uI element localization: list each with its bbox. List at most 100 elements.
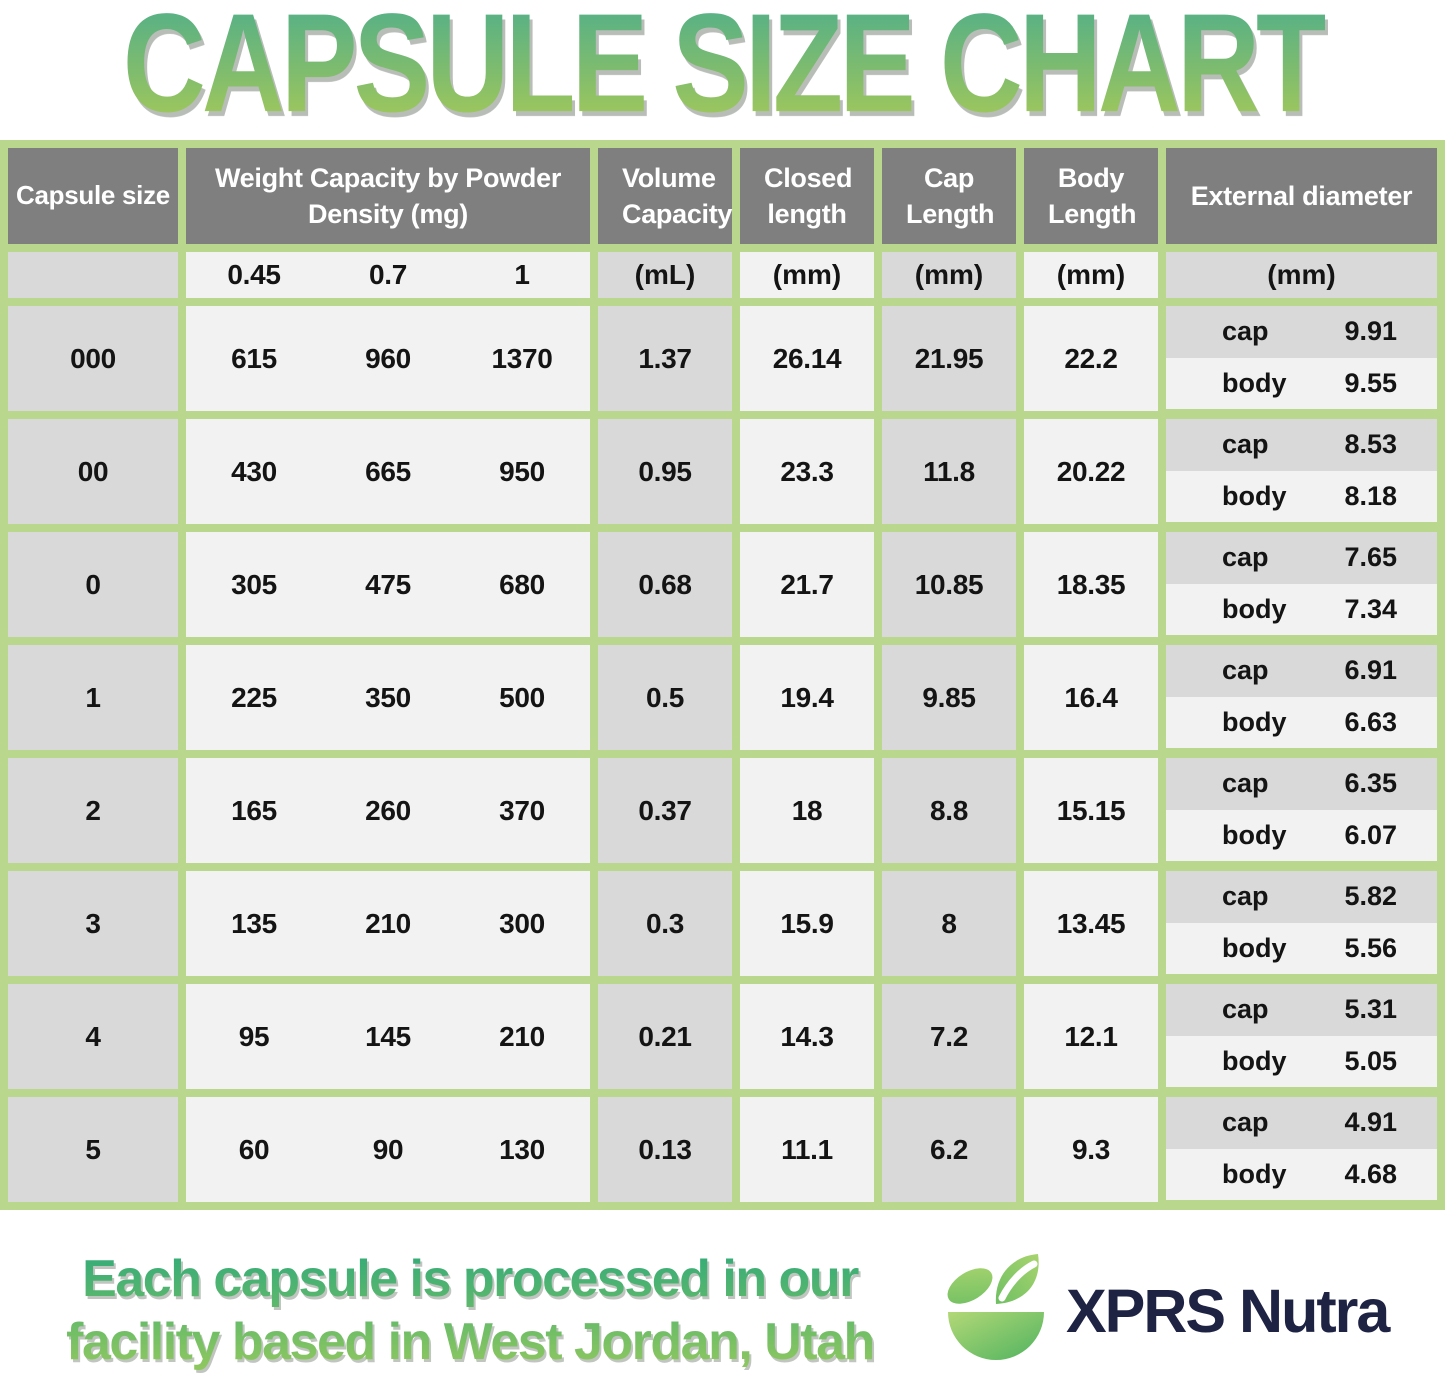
units-cap: (mm) bbox=[882, 252, 1016, 298]
weight-density-1: 210 bbox=[499, 1020, 545, 1052]
external-diameter-cell: cap 6.35 body 6.07 bbox=[1166, 758, 1437, 863]
cap-length-value: 6.2 bbox=[882, 1097, 1016, 1202]
density-value-2: 0.7 bbox=[368, 259, 408, 290]
cap-length-value: 7.2 bbox=[882, 984, 1016, 1089]
weight-capacity-cell: 60 90 130 bbox=[186, 1097, 590, 1202]
weight-density-1: 1370 bbox=[491, 342, 553, 374]
weight-capacity-cell: 430 665 950 bbox=[186, 419, 590, 524]
capsule-size-value: 00 bbox=[8, 419, 178, 524]
units-volume: (mL) bbox=[598, 252, 732, 298]
tagline-line2: facility based in West Jordan, Utah bbox=[66, 1313, 874, 1371]
brand-name: XPRS Nutra bbox=[1066, 1277, 1390, 1345]
weight-density-045: 165 bbox=[231, 794, 277, 826]
weight-density-045: 615 bbox=[231, 342, 277, 374]
ext-body-label: body bbox=[1222, 367, 1287, 398]
ext-body-label: body bbox=[1222, 1045, 1287, 1076]
weight-density-07: 475 bbox=[365, 568, 411, 600]
ext-cap-value: 6.35 bbox=[1344, 768, 1397, 799]
weight-capacity-cell: 165 260 370 bbox=[186, 758, 590, 863]
external-diameter-cell: cap 8.53 body 8.18 bbox=[1166, 419, 1437, 524]
tagline-line1: Each capsule is processed in our bbox=[82, 1249, 858, 1308]
title-banner: CAPSULE SIZE CHART bbox=[0, 0, 1445, 140]
weight-density-1: 370 bbox=[499, 794, 545, 826]
capsule-size-value: 2 bbox=[8, 758, 178, 863]
col-header-body-length: Body Length bbox=[1024, 148, 1158, 244]
body-length-value: 16.4 bbox=[1024, 645, 1158, 750]
table-row-size-0: 0 305 475 680 0.68 21.7 10.85 18.35 cap 7.65 body 7… bbox=[8, 532, 1437, 637]
units-external: (mm) bbox=[1166, 252, 1437, 298]
ext-body-label: body bbox=[1222, 480, 1287, 511]
ext-body-value: 5.56 bbox=[1344, 932, 1397, 963]
weight-capacity-cell: 305 475 680 bbox=[186, 532, 590, 637]
external-diameter-cell: cap 4.91 body 4.68 bbox=[1166, 1097, 1437, 1202]
closed-length-value: 11.1 bbox=[740, 1097, 874, 1202]
body-length-value: 18.35 bbox=[1024, 532, 1158, 637]
ext-cap-value: 4.91 bbox=[1344, 1107, 1397, 1138]
weight-capacity-cell: 225 350 500 bbox=[186, 645, 590, 750]
page-title: CAPSULE SIZE CHART bbox=[0, 0, 1445, 134]
ext-cap-value: 6.91 bbox=[1344, 655, 1397, 686]
weight-density-07: 350 bbox=[365, 681, 411, 713]
capsule-size-value: 3 bbox=[8, 871, 178, 976]
col-header-cap-length: Cap Length bbox=[882, 148, 1016, 244]
capsule-size-table: Capsule size Weight Capacity by Powder D… bbox=[0, 140, 1445, 1210]
weight-density-045: 305 bbox=[231, 568, 277, 600]
ext-cap-label: cap bbox=[1222, 655, 1269, 686]
weight-density-045: 430 bbox=[231, 455, 277, 487]
ext-cap-label: cap bbox=[1222, 542, 1269, 573]
capsule-size-value: 1 bbox=[8, 645, 178, 750]
table-row-size-3: 3 135 210 300 0.3 15.9 8 13.45 cap 5.82 body 5.56 bbox=[8, 871, 1437, 976]
cap-length-value: 21.95 bbox=[882, 306, 1016, 411]
body-length-value: 20.22 bbox=[1024, 419, 1158, 524]
table-header-row: Capsule size Weight Capacity by Powder D… bbox=[8, 148, 1437, 244]
weight-density-045: 225 bbox=[231, 681, 277, 713]
col-header-weight-capacity: Weight Capacity by Powder Density (mg) bbox=[186, 148, 590, 244]
density-value-1: 0.45 bbox=[227, 259, 281, 290]
volume-capacity-value: 0.37 bbox=[598, 758, 732, 863]
units-closed: (mm) bbox=[740, 252, 874, 298]
col-header-capsule-size: Capsule size bbox=[8, 148, 178, 244]
weight-density-07: 145 bbox=[365, 1020, 411, 1052]
ext-body-value: 6.07 bbox=[1344, 819, 1397, 850]
weight-capacity-cell: 135 210 300 bbox=[186, 871, 590, 976]
col-header-external-diameter: External diameter bbox=[1166, 148, 1437, 244]
capsule-size-value: 4 bbox=[8, 984, 178, 1089]
cap-length-value: 8.8 bbox=[882, 758, 1016, 863]
ext-cap-label: cap bbox=[1222, 881, 1269, 912]
ext-cap-value: 9.91 bbox=[1344, 316, 1397, 347]
weight-density-1: 950 bbox=[499, 455, 545, 487]
weight-density-1: 680 bbox=[499, 568, 545, 600]
volume-capacity-value: 0.95 bbox=[598, 419, 732, 524]
ext-body-label: body bbox=[1222, 932, 1287, 963]
weight-density-07: 260 bbox=[365, 794, 411, 826]
weight-density-1: 300 bbox=[499, 907, 545, 939]
capsule-size-value: 000 bbox=[8, 306, 178, 411]
weight-density-07: 90 bbox=[372, 1133, 404, 1165]
ext-cap-value: 8.53 bbox=[1344, 429, 1397, 460]
density-value-3: 1 bbox=[514, 259, 530, 290]
table-row-size-5: 5 60 90 130 0.13 11.1 6.2 9.3 cap 4.91 body 4.68 bbox=[8, 1097, 1437, 1202]
closed-length-value: 15.9 bbox=[740, 871, 874, 976]
ext-body-value: 7.34 bbox=[1344, 593, 1397, 624]
ext-cap-label: cap bbox=[1222, 429, 1269, 460]
external-diameter-cell: cap 7.65 body 7.34 bbox=[1166, 532, 1437, 637]
ext-body-label: body bbox=[1222, 1158, 1287, 1189]
footer: Each capsule is processed in our facilit… bbox=[0, 1236, 1445, 1386]
closed-length-value: 26.14 bbox=[740, 306, 874, 411]
table-row-size-2: 2 165 260 370 0.37 18 8.8 15.15 cap 6.35 body 6.07 bbox=[8, 758, 1437, 863]
weight-density-07: 665 bbox=[365, 455, 411, 487]
volume-capacity-value: 1.37 bbox=[598, 306, 732, 411]
external-diameter-cell: cap 5.31 body 5.05 bbox=[1166, 984, 1437, 1089]
units-capsule-size-empty bbox=[8, 252, 178, 298]
weight-density-1: 500 bbox=[499, 681, 545, 713]
cap-length-value: 10.85 bbox=[882, 532, 1016, 637]
table-units-row: 0.45 0.7 1 (mL) (mm) (mm) (mm) (mm) bbox=[8, 252, 1437, 298]
external-diameter-cell: cap 9.91 body 9.55 bbox=[1166, 306, 1437, 411]
col-header-volume-capacity: Volume Capacity bbox=[598, 148, 732, 244]
weight-density-045: 135 bbox=[231, 907, 277, 939]
closed-length-value: 14.3 bbox=[740, 984, 874, 1089]
ext-cap-label: cap bbox=[1222, 994, 1269, 1025]
ext-body-value: 4.68 bbox=[1344, 1158, 1397, 1189]
units-body: (mm) bbox=[1024, 252, 1158, 298]
volume-capacity-value: 0.3 bbox=[598, 871, 732, 976]
